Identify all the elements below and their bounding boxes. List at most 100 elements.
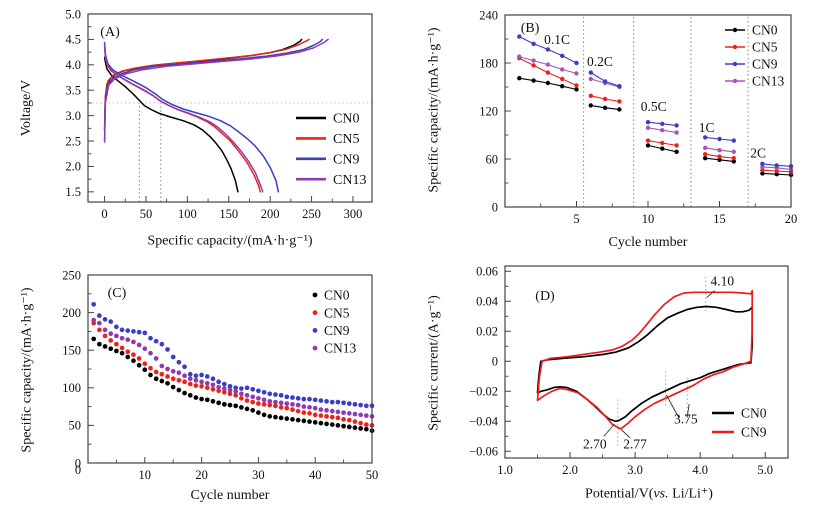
- svg-text:2.0: 2.0: [65, 160, 81, 174]
- svg-text:CN0: CN0: [741, 406, 767, 421]
- svg-text:CN0: CN0: [752, 23, 778, 38]
- svg-text:5: 5: [573, 212, 579, 226]
- svg-text:0: 0: [75, 456, 81, 470]
- axes: 1.0 2.0 3.0 4.0 5.0 −0.06 −0.04 −0.02 0 0.02 0.04 0…: [469, 265, 789, 477]
- svg-text:50: 50: [140, 207, 153, 221]
- svg-text:CN5: CN5: [752, 40, 778, 55]
- legend-marker-CN0: [312, 292, 318, 298]
- svg-text:4.5: 4.5: [65, 33, 81, 47]
- guide-lines: [617, 275, 707, 446]
- svg-text:180: 180: [479, 56, 498, 70]
- svg-text:(C): (C): [108, 286, 127, 301]
- svg-text:200: 200: [62, 306, 81, 320]
- svg-text:15: 15: [713, 212, 726, 226]
- svg-text:120: 120: [479, 104, 498, 118]
- panel-a-xlabel: Specific capacity/(mA·h·g⁻¹): [147, 233, 313, 249]
- svg-text:CN13: CN13: [752, 74, 785, 89]
- svg-text:5.0: 5.0: [757, 463, 773, 477]
- panel-d-xlabel: Potential/V(vs. Li/Li⁺): [585, 486, 713, 503]
- legend: CN0 CN5 CN9 CN13: [312, 288, 357, 356]
- svg-text:3.75: 3.75: [674, 412, 698, 427]
- panel-c-chart: 10 20 30 40 50050100150200250(C)0CN0CN5CN9CN…: [62, 268, 378, 482]
- svg-text:0.04: 0.04: [476, 295, 499, 309]
- svg-text:0: 0: [492, 200, 498, 214]
- panel-d-xlabel-vs: vs.: [653, 486, 669, 502]
- panel-d-xlabel-pre: Potential/V(: [585, 486, 654, 502]
- svg-text:50: 50: [366, 468, 379, 482]
- svg-text:2.77: 2.77: [623, 436, 647, 451]
- svg-text:CN9: CN9: [324, 323, 350, 338]
- axes: 5 10 15 20 0 60 120 180 240: [479, 8, 797, 226]
- panel-b-ylabel: Specific capacity/(mA·h·g⁻¹): [426, 27, 442, 193]
- guide-lines: [583, 15, 749, 207]
- svg-text:30: 30: [252, 468, 265, 482]
- svg-text:0.02: 0.02: [476, 325, 498, 339]
- svg-text:240: 240: [479, 8, 498, 22]
- series-group: [91, 301, 375, 434]
- svg-text:5.0: 5.0: [65, 7, 81, 21]
- svg-text:1C: 1C: [699, 120, 715, 135]
- svg-text:0: 0: [75, 463, 81, 477]
- svg-text:−0.06: −0.06: [469, 445, 498, 459]
- svg-text:2.5: 2.5: [65, 134, 81, 148]
- svg-text:−0.02: −0.02: [469, 385, 498, 399]
- panel-d-ylabel: Specific current/(A·g⁻¹): [426, 295, 442, 431]
- svg-text:CN13: CN13: [324, 341, 357, 356]
- svg-text:0: 0: [101, 207, 107, 221]
- panel-c-ylabel: Specific capacity/(mA·h·g⁻¹): [19, 287, 35, 453]
- svg-text:CN0: CN0: [333, 112, 359, 127]
- svg-text:50: 50: [69, 419, 82, 433]
- series-CN13-line: [103, 42, 264, 193]
- svg-text:CN0: CN0: [324, 288, 350, 303]
- legend: CN0 CN5 CN9 CN13: [725, 23, 785, 89]
- svg-text:0: 0: [492, 355, 498, 369]
- series-CN0-line: [536, 305, 754, 423]
- svg-text:10: 10: [139, 468, 152, 482]
- svg-text:CN13: CN13: [333, 173, 366, 188]
- panel-a-ylabel: Voltage/V: [19, 79, 34, 137]
- legend-marker-CN9: [312, 328, 318, 333]
- panel-d-xlabel-post: Li/Li⁺): [668, 486, 713, 502]
- svg-text:60: 60: [486, 152, 499, 166]
- svg-text:20: 20: [785, 212, 798, 226]
- series-group: [517, 34, 794, 178]
- svg-text:40: 40: [309, 468, 322, 482]
- svg-text:(A): (A): [100, 25, 120, 40]
- svg-text:3.0: 3.0: [65, 109, 81, 123]
- svg-text:1.0: 1.0: [497, 463, 513, 477]
- axes: 0 50 100 150 200 250 300 1.5 2.0 2.5 3.0 3.5 4.0 4.5 5…: [65, 7, 373, 221]
- svg-text:100: 100: [62, 381, 81, 395]
- annotations: (A): [100, 25, 120, 40]
- guide-lines: [88, 102, 372, 202]
- svg-text:CN9: CN9: [333, 152, 359, 167]
- panel-b-chart: 5 10 15 20 0 60 120 180 240 (B) 0.1C 0.2C 0.5C 1C 2C CN…: [479, 8, 797, 226]
- panel-a-chart: 0 50 100 150 200 250 300 1.5 2.0 2.5 3.0 3.5 4.0 4.5 5…: [65, 7, 373, 221]
- svg-text:2.0: 2.0: [562, 463, 578, 477]
- legend-marker-CN13: [312, 345, 318, 351]
- svg-text:250: 250: [302, 207, 321, 221]
- svg-text:−0.04: −0.04: [469, 415, 499, 429]
- svg-text:0.06: 0.06: [476, 265, 498, 279]
- legend: CN0 CN5 CN9 CN13: [296, 112, 366, 188]
- svg-text:150: 150: [219, 207, 238, 221]
- svg-text:CN5: CN5: [333, 132, 359, 147]
- axes: 10 20 30 40 50 0 50 100 150 200 250: [62, 268, 378, 482]
- svg-text:CN9: CN9: [741, 425, 767, 440]
- svg-text:250: 250: [62, 268, 81, 282]
- svg-text:0.5C: 0.5C: [641, 99, 667, 114]
- svg-text:20: 20: [195, 468, 208, 482]
- svg-text:2C: 2C: [750, 145, 766, 160]
- svg-text:3.0: 3.0: [627, 463, 643, 477]
- svg-text:(B): (B): [521, 21, 540, 36]
- svg-text:CN5: CN5: [324, 305, 350, 320]
- svg-text:0.2C: 0.2C: [587, 54, 613, 69]
- svg-text:0.1C: 0.1C: [544, 32, 570, 47]
- panel-d-chart: 1.0 2.0 3.0 4.0 5.0 −0.06 −0.04 −0.02 0 0.02 0.04 0…: [469, 265, 789, 477]
- series-CN5-line: [103, 44, 261, 193]
- svg-text:300: 300: [344, 207, 363, 221]
- svg-text:4.0: 4.0: [692, 463, 708, 477]
- svg-text:2.70: 2.70: [583, 436, 607, 451]
- series-CN9-line: [103, 41, 280, 193]
